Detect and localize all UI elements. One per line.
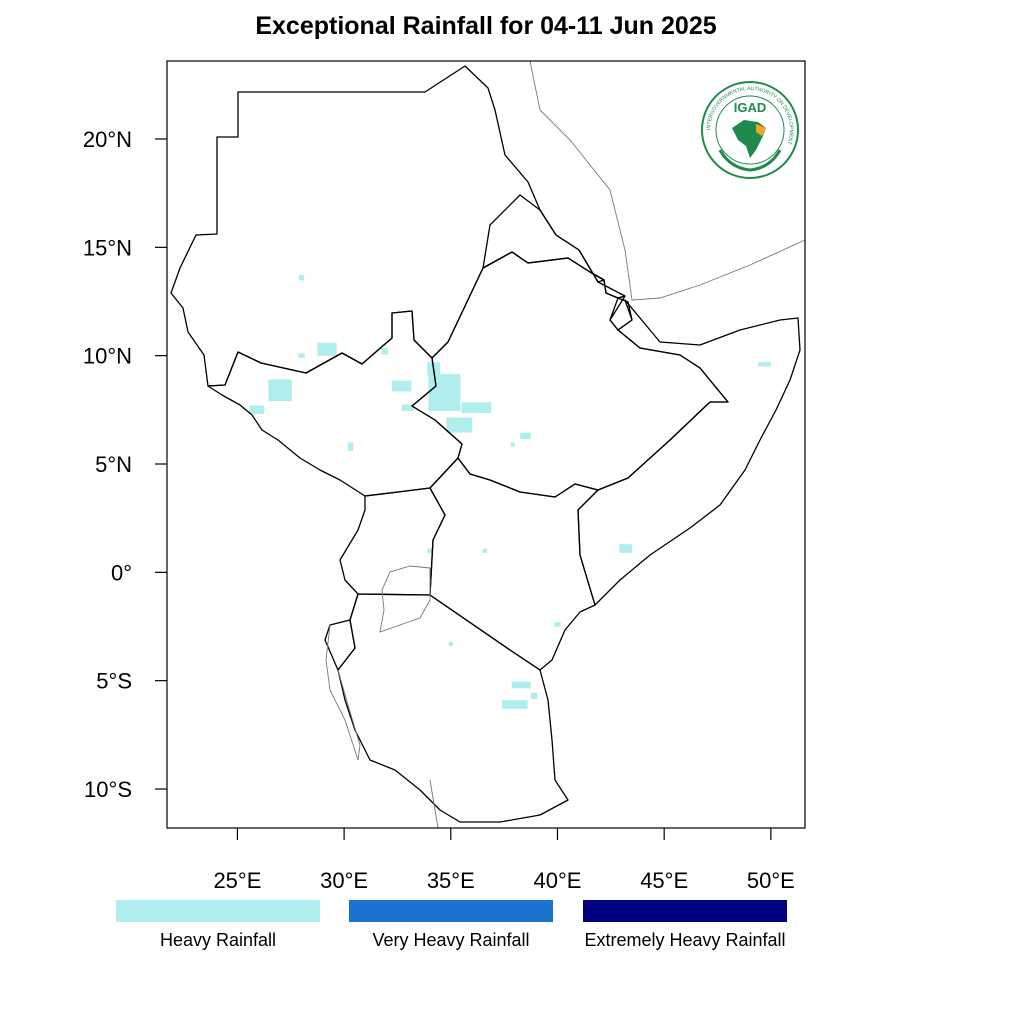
legend-item-heavy: Heavy Rainfall bbox=[116, 900, 320, 950]
heavy-rainfall-cell bbox=[401, 404, 415, 411]
uganda-boundary bbox=[339, 487, 446, 596]
rwanda-burundi-boundary bbox=[324, 593, 359, 671]
lat-tick-label: 20°N bbox=[83, 127, 132, 152]
lon-tick-label: 30°E bbox=[320, 868, 368, 893]
lat-tick-label: 15°N bbox=[83, 235, 132, 260]
lon-tick-label: 40°E bbox=[534, 868, 582, 893]
southsudan-boundary bbox=[207, 310, 463, 497]
heavy-rainfall-cell bbox=[298, 274, 305, 281]
neighbor-outlines bbox=[325, 61, 805, 828]
legend-label-extremely-heavy: Extremely Heavy Rainfall bbox=[584, 930, 786, 950]
heavy-rainfall-cell bbox=[530, 692, 538, 700]
heavy-rainfall-cell bbox=[510, 442, 515, 447]
heavy-rainfall-cell bbox=[482, 548, 488, 553]
lake-tanganyika-outline bbox=[325, 624, 361, 761]
heavy-rainfall-cell bbox=[381, 348, 388, 355]
legend-label-very-heavy: Very Heavy Rainfall bbox=[372, 930, 530, 950]
heavy-rainfall-cell bbox=[448, 641, 453, 646]
tanzania-boundary bbox=[337, 593, 569, 823]
lake-malawi-outline bbox=[429, 779, 439, 828]
legend: Heavy Rainfall Very Heavy Rainfall Extre… bbox=[0, 900, 1024, 960]
heavy-rainfall-cell bbox=[428, 374, 461, 411]
legend-item-very-heavy: Very Heavy Rainfall bbox=[349, 900, 553, 950]
lat-tick-label: 5°N bbox=[95, 452, 132, 477]
lon-tick-label: 45°E bbox=[640, 868, 688, 893]
country-boundaries bbox=[170, 65, 801, 823]
red-sea-arabia-coast bbox=[529, 61, 805, 301]
sudan-boundary bbox=[170, 65, 626, 387]
map-title: Exceptional Rainfall for 04-11 Jun 2025 bbox=[255, 12, 717, 40]
logo-text: IGAD bbox=[734, 100, 767, 115]
igad-logo: INTERGOVERNMENTAL AUTHORITY ON DEVELOPME… bbox=[700, 80, 800, 180]
heavy-rainfall-cell bbox=[502, 700, 528, 709]
legend-swatch-heavy bbox=[116, 900, 320, 922]
heavy-rainfall-cell bbox=[758, 362, 771, 367]
heavy-rainfall-cell bbox=[268, 379, 292, 402]
latitude-axis: 20°N 15°N 10°N 5°N 0° 5°S 10°S bbox=[83, 127, 167, 802]
heavy-rainfall-cell bbox=[446, 417, 473, 433]
heavy-rainfall-cell bbox=[511, 681, 531, 689]
eritrea-boundary bbox=[482, 194, 605, 283]
heavy-rainfall-cell bbox=[461, 402, 492, 414]
lake-victoria-outline bbox=[379, 565, 431, 633]
heavy-rainfall-cell bbox=[392, 380, 412, 392]
plot-frame bbox=[166, 60, 806, 829]
heavy-rainfall-cell bbox=[619, 544, 633, 553]
legend-swatch-very-heavy bbox=[349, 900, 553, 922]
lat-tick-label: 10°N bbox=[83, 344, 132, 369]
lat-tick-label: 5°S bbox=[96, 669, 132, 694]
heavy-rainfall-cell bbox=[249, 405, 265, 415]
lon-tick-label: 50°E bbox=[747, 868, 795, 893]
lon-tick-label: 25°E bbox=[213, 868, 261, 893]
lon-tick-label: 35°E bbox=[427, 868, 475, 893]
lat-tick-label: 10°S bbox=[84, 777, 132, 802]
igad-logo-icon: INTERGOVERNMENTAL AUTHORITY ON DEVELOPME… bbox=[701, 81, 799, 179]
heavy-rainfall-cell bbox=[298, 353, 305, 358]
heavy-rainfall-cell bbox=[317, 342, 337, 356]
legend-item-extremely-heavy: Extremely Heavy Rainfall bbox=[583, 900, 787, 950]
kenya-boundary bbox=[429, 457, 599, 671]
longitude-axis: 25°E 30°E 35°E 40°E 45°E 50°E bbox=[213, 828, 795, 893]
legend-swatch-extremely-heavy bbox=[583, 900, 787, 922]
heavy-rainfall-cell bbox=[427, 548, 432, 553]
heavy-rainfall-cell bbox=[520, 432, 531, 440]
heavy-rainfall-cell bbox=[347, 442, 354, 451]
somalia-boundary bbox=[577, 299, 801, 606]
legend-label-heavy: Heavy Rainfall bbox=[159, 930, 277, 950]
lat-tick-label: 0° bbox=[111, 560, 132, 585]
heavy-rainfall-cell bbox=[554, 622, 561, 627]
